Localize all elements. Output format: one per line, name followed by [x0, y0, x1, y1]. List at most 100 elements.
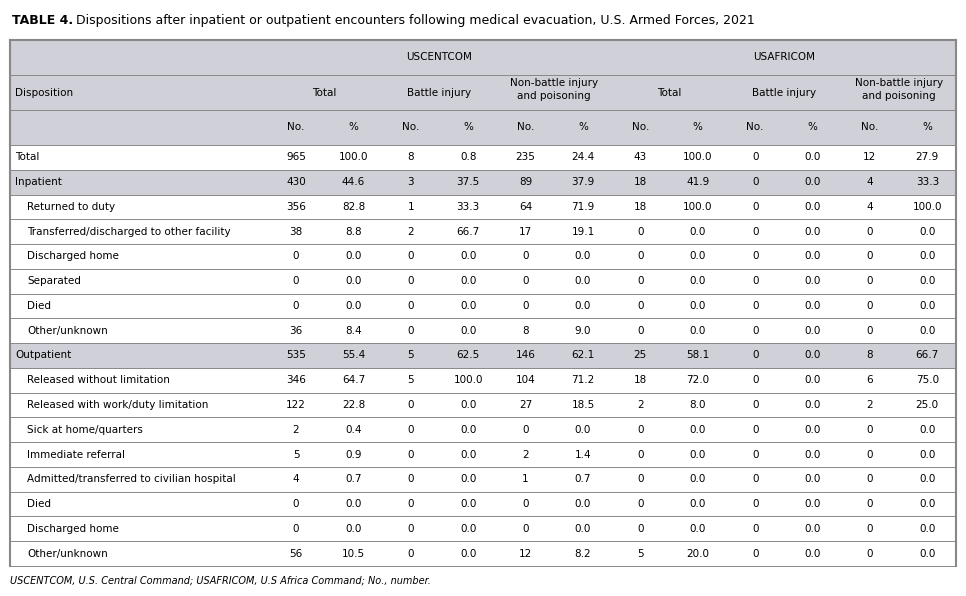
Text: 62.1: 62.1	[571, 350, 595, 361]
Text: 25: 25	[634, 350, 647, 361]
Bar	[10, 368, 956, 393]
Text: 0: 0	[867, 301, 873, 311]
Text: USCENTCOM, U.S. Central Command; USAFRICOM, U.S Africa Command; No., number.: USCENTCOM, U.S. Central Command; USAFRIC…	[10, 576, 431, 586]
Text: 0.0: 0.0	[460, 524, 476, 534]
Text: 8.8: 8.8	[345, 226, 361, 237]
Text: 4: 4	[293, 474, 299, 485]
Text: 71.9: 71.9	[571, 202, 595, 212]
Text: 0: 0	[408, 400, 414, 410]
Text: 0: 0	[638, 474, 643, 485]
Bar	[10, 343, 956, 368]
Text: 0: 0	[867, 524, 873, 534]
Bar	[10, 442, 956, 467]
Bar	[10, 417, 956, 442]
Text: 0: 0	[293, 301, 299, 311]
Text: Disposition: Disposition	[15, 88, 73, 98]
Text: 0.0: 0.0	[919, 548, 935, 558]
Text: 0.0: 0.0	[460, 326, 476, 336]
Text: 0: 0	[523, 425, 528, 435]
Text: 0.0: 0.0	[919, 226, 935, 237]
Text: 0: 0	[867, 425, 873, 435]
Text: 235: 235	[516, 153, 535, 162]
Text: 0.0: 0.0	[805, 524, 821, 534]
Text: 0.0: 0.0	[805, 375, 821, 385]
Text: Died: Died	[27, 301, 51, 311]
Text: 8: 8	[408, 153, 414, 162]
Text: 0: 0	[408, 252, 414, 262]
Text: 0.0: 0.0	[690, 226, 706, 237]
Text: %: %	[808, 123, 817, 132]
Text: 0: 0	[408, 425, 414, 435]
Text: 2: 2	[408, 226, 414, 237]
Text: 0: 0	[752, 350, 758, 361]
Text: 72.0: 72.0	[686, 375, 709, 385]
Text: 0: 0	[408, 524, 414, 534]
Text: 0.0: 0.0	[805, 350, 821, 361]
Text: 0.7: 0.7	[575, 474, 591, 485]
Text: 0: 0	[752, 326, 758, 336]
Text: 0: 0	[752, 226, 758, 237]
Bar	[10, 219, 956, 244]
Text: 43: 43	[634, 153, 647, 162]
Bar	[10, 145, 956, 170]
Text: 5: 5	[293, 449, 299, 460]
Text: 27.9: 27.9	[916, 153, 939, 162]
Text: 38: 38	[290, 226, 302, 237]
Text: 8: 8	[867, 350, 873, 361]
Text: 18: 18	[634, 375, 647, 385]
Text: 3: 3	[408, 177, 414, 187]
Text: 0.0: 0.0	[805, 449, 821, 460]
Text: 0: 0	[752, 449, 758, 460]
Text: 0: 0	[752, 276, 758, 286]
Text: 0: 0	[752, 425, 758, 435]
Bar	[10, 318, 956, 343]
Text: Total: Total	[15, 153, 40, 162]
Text: 0.8: 0.8	[460, 153, 476, 162]
Text: 19.1: 19.1	[571, 226, 595, 237]
Text: 2: 2	[523, 449, 528, 460]
Text: 0: 0	[408, 301, 414, 311]
Text: 0: 0	[867, 326, 873, 336]
Text: 0.0: 0.0	[460, 499, 476, 509]
Text: 0: 0	[523, 301, 528, 311]
Text: 0: 0	[752, 499, 758, 509]
Text: 0.0: 0.0	[919, 276, 935, 286]
Text: 0.0: 0.0	[345, 252, 361, 262]
Text: 100.0: 100.0	[453, 375, 483, 385]
Text: USAFRICOM: USAFRICOM	[753, 52, 815, 63]
Text: 0: 0	[408, 548, 414, 558]
Text: 0: 0	[638, 276, 643, 286]
Text: 0: 0	[523, 524, 528, 534]
Text: 146: 146	[516, 350, 535, 361]
Bar	[10, 244, 956, 269]
Text: 0: 0	[752, 202, 758, 212]
Text: 100.0: 100.0	[913, 202, 942, 212]
Text: 0: 0	[523, 252, 528, 262]
Text: 0.0: 0.0	[575, 499, 591, 509]
Text: 66.7: 66.7	[916, 350, 939, 361]
Text: 2: 2	[293, 425, 299, 435]
Text: 0.0: 0.0	[805, 202, 821, 212]
Text: 0.0: 0.0	[690, 449, 706, 460]
Bar	[10, 75, 956, 110]
Text: 0: 0	[752, 153, 758, 162]
Text: 0.9: 0.9	[345, 449, 361, 460]
Text: 0.0: 0.0	[919, 499, 935, 509]
Text: 0: 0	[408, 499, 414, 509]
Text: 0.0: 0.0	[805, 276, 821, 286]
Text: 9.0: 9.0	[575, 326, 591, 336]
Text: 0.0: 0.0	[345, 499, 361, 509]
Bar	[10, 170, 956, 194]
Text: 0: 0	[638, 499, 643, 509]
Text: Died: Died	[27, 499, 51, 509]
Text: 965: 965	[286, 153, 306, 162]
Text: 0.0: 0.0	[460, 474, 476, 485]
Text: 0: 0	[408, 474, 414, 485]
Text: USCENTCOM: USCENTCOM	[407, 52, 472, 63]
Text: 18: 18	[634, 202, 647, 212]
Text: 0.0: 0.0	[690, 252, 706, 262]
Text: 82.8: 82.8	[342, 202, 365, 212]
Text: 356: 356	[286, 202, 306, 212]
Text: 0: 0	[638, 326, 643, 336]
Text: 58.1: 58.1	[686, 350, 709, 361]
